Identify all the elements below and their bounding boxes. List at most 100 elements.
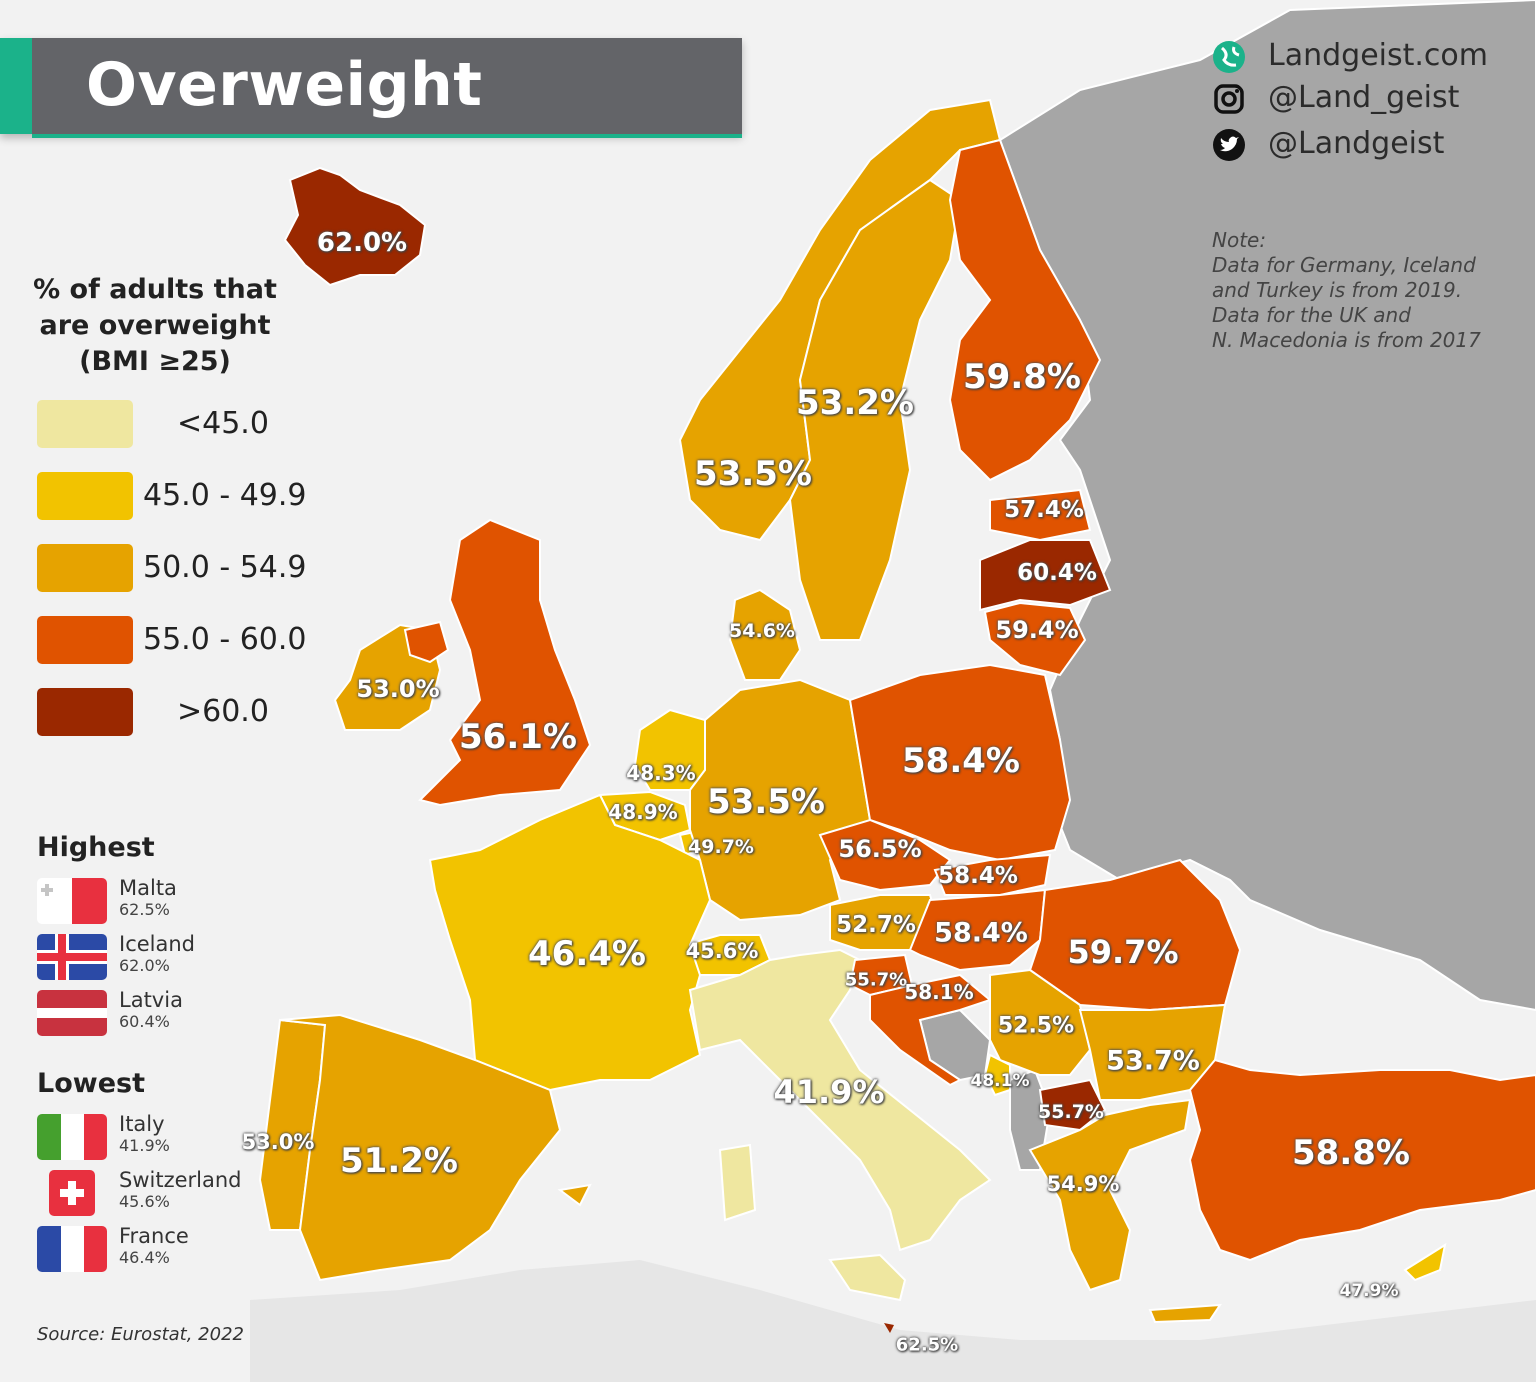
region-germany xyxy=(689,678,872,922)
region-sweden xyxy=(788,178,962,641)
map-label-switzerland: 45.6% xyxy=(685,939,759,963)
rank-name: Italy xyxy=(119,1112,165,1136)
legend-item-4: 55.0 - 60.0 xyxy=(37,616,307,664)
legend-title: % of adults that are overweight (BMI ≥25… xyxy=(20,272,290,380)
legend-swatch xyxy=(37,616,133,664)
map-label-spain: 51.2% xyxy=(340,1141,458,1181)
legend-item-3: 50.0 - 54.9 xyxy=(37,544,307,592)
rank-value: 62.5% xyxy=(119,900,170,919)
rank-name: Switzerland xyxy=(119,1168,242,1192)
legend-swatch xyxy=(37,400,133,448)
title-bar: Overweight xyxy=(0,38,742,138)
legend-title-line: % of adults that xyxy=(33,274,277,305)
region-montenegro xyxy=(983,1053,1011,1097)
latvia-flag-icon xyxy=(37,990,107,1036)
region-latvia xyxy=(979,539,1112,612)
region-italy xyxy=(688,948,992,1302)
brand-instagram-text: @Land_geist xyxy=(1268,80,1460,115)
map-label-france: 46.4% xyxy=(528,934,646,974)
rank-value: 45.6% xyxy=(119,1192,170,1211)
rank-value: 60.4% xyxy=(119,1012,170,1031)
legend-item-2: 45.0 - 49.9 xyxy=(37,472,307,520)
region-malta xyxy=(884,1323,894,1333)
map-label-montenegro: 48.1% xyxy=(970,1071,1030,1091)
map-label-sweden: 53.2% xyxy=(796,383,914,423)
map-label-ireland: 53.0% xyxy=(356,675,440,703)
map-label-malta: 62.5% xyxy=(895,1334,959,1356)
map-label-hungary: 58.4% xyxy=(934,917,1028,949)
region-hungary xyxy=(908,888,1047,972)
data-note: Note: Data for Germany, Iceland and Turk… xyxy=(1212,228,1512,353)
map-label-italy: 41.9% xyxy=(773,1073,885,1111)
map-label-greece: 54.9% xyxy=(1046,1172,1120,1196)
map-label-netherlands: 48.3% xyxy=(626,761,696,785)
map-label-portugal: 53.0% xyxy=(241,1130,315,1154)
region-estonia xyxy=(989,488,1092,542)
map-label-finland: 59.8% xyxy=(963,357,1081,397)
region-northern-ireland xyxy=(403,620,450,664)
map-label-turkey: 58.8% xyxy=(1292,1133,1410,1173)
twitter-icon xyxy=(1213,129,1245,161)
source-credit: Source: Eurostat, 2022 xyxy=(37,1324,244,1345)
region-croatia xyxy=(869,973,993,1087)
italy-flag-icon xyxy=(37,1114,107,1160)
note-line: Data for Germany, Iceland xyxy=(1212,253,1476,277)
legend-label: 50.0 - 54.9 xyxy=(143,550,307,585)
rank-name: France xyxy=(119,1224,189,1248)
rank-value: 46.4% xyxy=(119,1248,170,1267)
map-label-bulgaria: 53.7% xyxy=(1106,1045,1200,1077)
map-label-norway: 53.5% xyxy=(694,454,812,494)
map-label-denmark: 54.6% xyxy=(729,620,795,642)
note-line: Data for the UK and xyxy=(1212,303,1411,327)
map-label-serbia: 52.5% xyxy=(997,1013,1075,1039)
region-slovakia xyxy=(933,853,1052,896)
no-data-region-africa xyxy=(250,1260,1536,1382)
title-underline xyxy=(32,134,742,138)
legend-label: 45.0 - 49.9 xyxy=(143,478,307,513)
region-denmark xyxy=(728,588,802,681)
region-iceland xyxy=(283,166,427,287)
legend-item-5: >60.0 xyxy=(37,688,307,736)
region-serbia xyxy=(989,968,1092,1076)
note-line: and Turkey is from 2019. xyxy=(1212,278,1463,302)
map-label-cyprus: 47.9% xyxy=(1339,1281,1399,1301)
region-north-macedonia xyxy=(1038,1078,1107,1132)
globe-icon xyxy=(1213,41,1245,73)
map-label-poland: 58.4% xyxy=(902,741,1020,781)
lowest-title: Lowest xyxy=(37,1068,145,1099)
map-label-croatia: 58.1% xyxy=(904,980,974,1004)
map-label-north-macedonia: 55.7% xyxy=(1038,1101,1104,1123)
legend-swatch xyxy=(37,472,133,520)
rank-name: Iceland xyxy=(119,932,196,956)
map-label-belgium: 48.9% xyxy=(608,800,678,824)
lowest-item-switzerland: Switzerland 45.6% xyxy=(37,1168,257,1218)
lowest-item-italy: Italy 41.9% xyxy=(37,1112,257,1162)
note-line: N. Macedonia is from 2017 xyxy=(1212,328,1481,352)
rank-value: 41.9% xyxy=(119,1136,170,1155)
brand-website-text: Landgeist.com xyxy=(1268,38,1488,73)
legend-title-line: are overweight xyxy=(39,310,271,341)
map-label-latvia: 60.4% xyxy=(1017,560,1097,586)
instagram-icon xyxy=(1214,84,1244,114)
legend-swatch xyxy=(37,544,133,592)
region-greece xyxy=(1028,1098,1222,1324)
legend-title-line: (BMI ≥25) xyxy=(79,346,231,377)
legend-label: 55.0 - 60.0 xyxy=(143,622,307,657)
title-accent xyxy=(0,38,32,134)
highest-title: Highest xyxy=(37,832,155,863)
page-title: Overweight xyxy=(86,50,483,120)
map-label-slovakia: 58.4% xyxy=(938,863,1018,889)
map-label-slovenia: 55.7% xyxy=(844,969,908,991)
map-label-czechia: 56.5% xyxy=(838,835,922,863)
map-label-luxembourg: 49.7% xyxy=(688,836,754,858)
region-cyprus xyxy=(1403,1242,1447,1282)
region-lithuania xyxy=(983,601,1087,677)
region-united-kingdom xyxy=(418,518,592,807)
map-label-germany: 53.5% xyxy=(707,782,825,822)
iceland-flag-icon xyxy=(37,934,107,980)
highest-item-malta: Malta 62.5% xyxy=(37,876,257,926)
region-turkey xyxy=(1188,1058,1536,1262)
brand-twitter-text: @Landgeist xyxy=(1268,126,1445,161)
switzerland-flag-icon xyxy=(49,1170,95,1216)
